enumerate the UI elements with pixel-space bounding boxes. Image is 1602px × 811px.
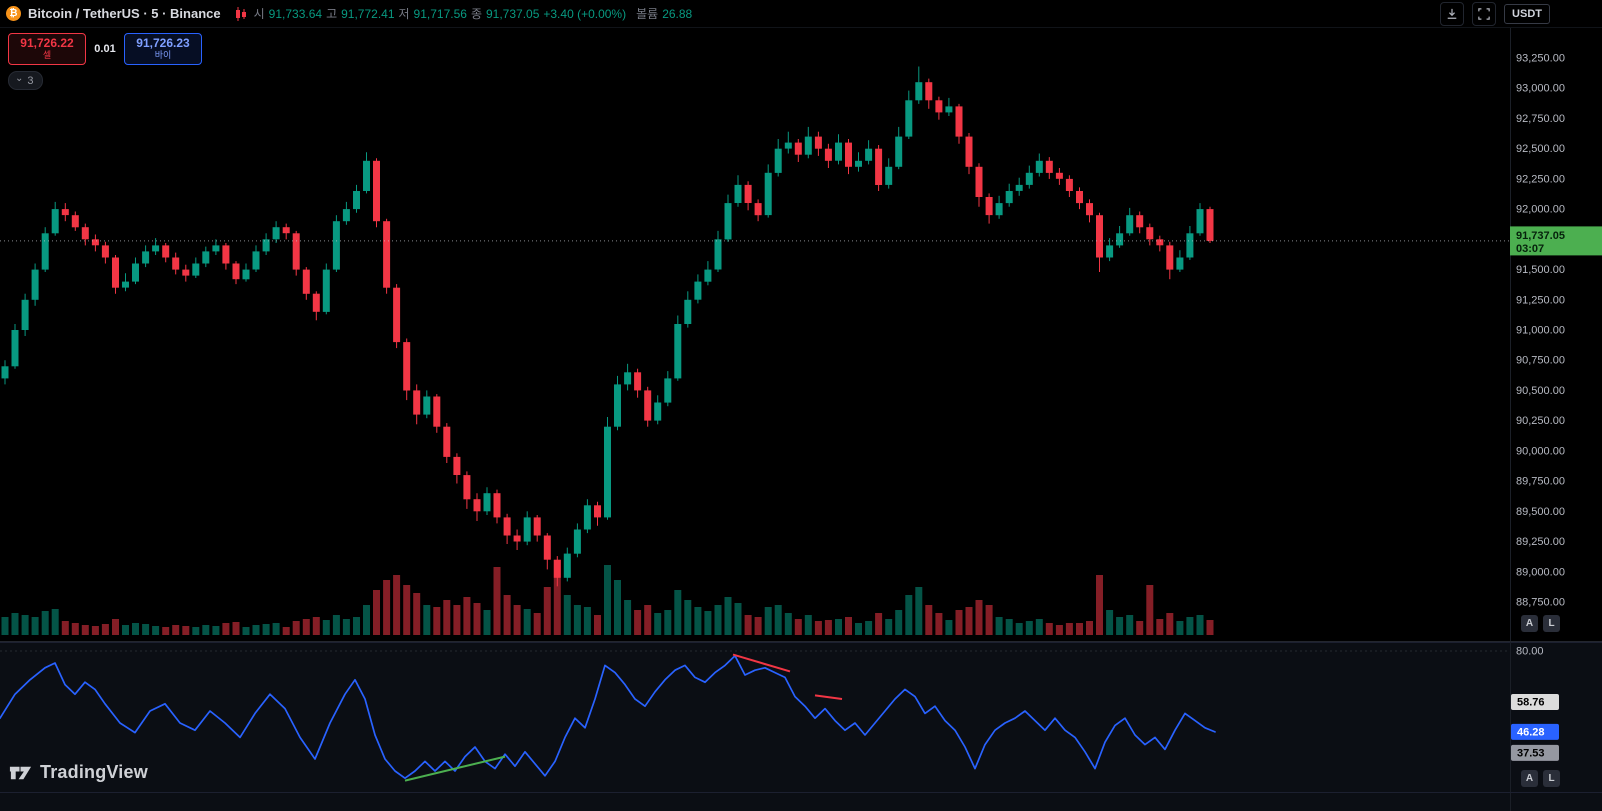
high-value: 91,772.41 (341, 6, 395, 21)
screenshot-button[interactable] (1472, 1, 1497, 26)
svg-text:92,000.00: 92,000.00 (1516, 204, 1565, 216)
buy-button[interactable]: 91,726.23 바이 (124, 33, 202, 65)
svg-text:89,250.00: 89,250.00 (1516, 536, 1565, 548)
svg-text:92,500.00: 92,500.00 (1516, 143, 1565, 155)
legend-collapse-badge[interactable]: ⌄ 3 (8, 71, 43, 90)
ohlc-readout: 시 91,733.64 고 91,772.41 저 91,717.56 종 91… (254, 5, 693, 22)
svg-text:37.53: 37.53 (1517, 747, 1545, 759)
svg-text:91,737.05: 91,737.05 (1516, 230, 1565, 242)
price-pane-chart[interactable]: 93,250.00 93,000.00 92,750.00 92,500.00 92,2… (0, 28, 1602, 642)
svg-text:91,000.00: 91,000.00 (1516, 325, 1565, 337)
sell-sublabel: 셀 (42, 50, 52, 61)
svg-text:91,250.00: 91,250.00 (1516, 294, 1565, 306)
svg-text:92,250.00: 92,250.00 (1516, 173, 1565, 185)
buy-price: 91,726.23 (136, 35, 190, 50)
open-value: 91,733.64 (268, 6, 323, 21)
symbol-title[interactable]: Bitcoin / TetherUS · 5 · Binance (28, 6, 221, 21)
auto-scale-button-rsi[interactable]: A (1521, 770, 1538, 787)
tradingview-logo[interactable]: TradingView (8, 760, 148, 785)
volume-label: 볼륨 (636, 7, 659, 21)
svg-text:93,000.00: 93,000.00 (1516, 83, 1565, 95)
tradingview-logo-text: TradingView (40, 762, 148, 782)
svg-text:89,750.00: 89,750.00 (1516, 476, 1565, 488)
volume-value: 26.88 (662, 6, 693, 21)
svg-text:89,000.00: 89,000.00 (1516, 566, 1565, 578)
header-right-controls: USDT (1440, 1, 1602, 26)
svg-text:90,000.00: 90,000.00 (1516, 445, 1565, 457)
svg-text:58.76: 58.76 (1517, 697, 1545, 709)
svg-text:92,750.00: 92,750.00 (1516, 113, 1565, 125)
legend-count: 3 (27, 74, 34, 87)
trade-widget: 91,726.22 셀 0.01 91,726.23 바이 (8, 33, 202, 65)
buy-sublabel: 바이 (154, 50, 172, 61)
low-label: 저 (398, 7, 410, 21)
svg-text:90,750.00: 90,750.00 (1516, 355, 1565, 367)
close-value: 91,737.05 (485, 6, 540, 21)
svg-text:89,500.00: 89,500.00 (1516, 506, 1565, 518)
scroll-to-recent-button[interactable] (1440, 1, 1465, 26)
svg-text:93,250.00: 93,250.00 (1516, 53, 1565, 65)
chart-header: ₿ Bitcoin / TetherUS · 5 · Binance 시 91,… (0, 0, 1602, 28)
rsi-pane-chart[interactable]: 80.00 58.76 46.28 37.53 (0, 642, 1602, 811)
svg-text:90,500.00: 90,500.00 (1516, 385, 1565, 397)
sell-button[interactable]: 91,726.22 셀 (8, 33, 86, 65)
svg-text:90,250.00: 90,250.00 (1516, 415, 1565, 427)
low-value: 91,717.56 (413, 6, 467, 21)
svg-text:88,750.00: 88,750.00 (1516, 597, 1565, 609)
auto-scale-button[interactable]: A (1521, 615, 1538, 632)
open-label: 시 (253, 7, 265, 21)
frame-corners-icon (1478, 7, 1490, 20)
spread-value: 0.01 (94, 43, 116, 55)
currency-toggle[interactable]: USDT (1504, 3, 1550, 24)
download-arrow-icon (1447, 8, 1457, 19)
red-candle-icon (235, 6, 246, 21)
svg-text:46.28: 46.28 (1517, 726, 1545, 738)
svg-text:03:07: 03:07 (1516, 243, 1544, 255)
change-value: +3.40 (+0.00%) (543, 6, 627, 21)
high-label: 고 (326, 7, 338, 21)
chevron-down-icon: ⌄ (15, 72, 24, 84)
log-scale-button-rsi[interactable]: L (1543, 770, 1560, 787)
svg-text:80.00: 80.00 (1516, 646, 1544, 658)
log-scale-button[interactable]: L (1543, 615, 1560, 632)
bitcoin-logo-icon: ₿ (6, 6, 21, 21)
sell-price: 91,726.22 (20, 35, 74, 50)
tradingview-mark-icon (9, 766, 32, 780)
close-label: 종 (470, 7, 482, 21)
svg-text:91,500.00: 91,500.00 (1516, 264, 1565, 276)
